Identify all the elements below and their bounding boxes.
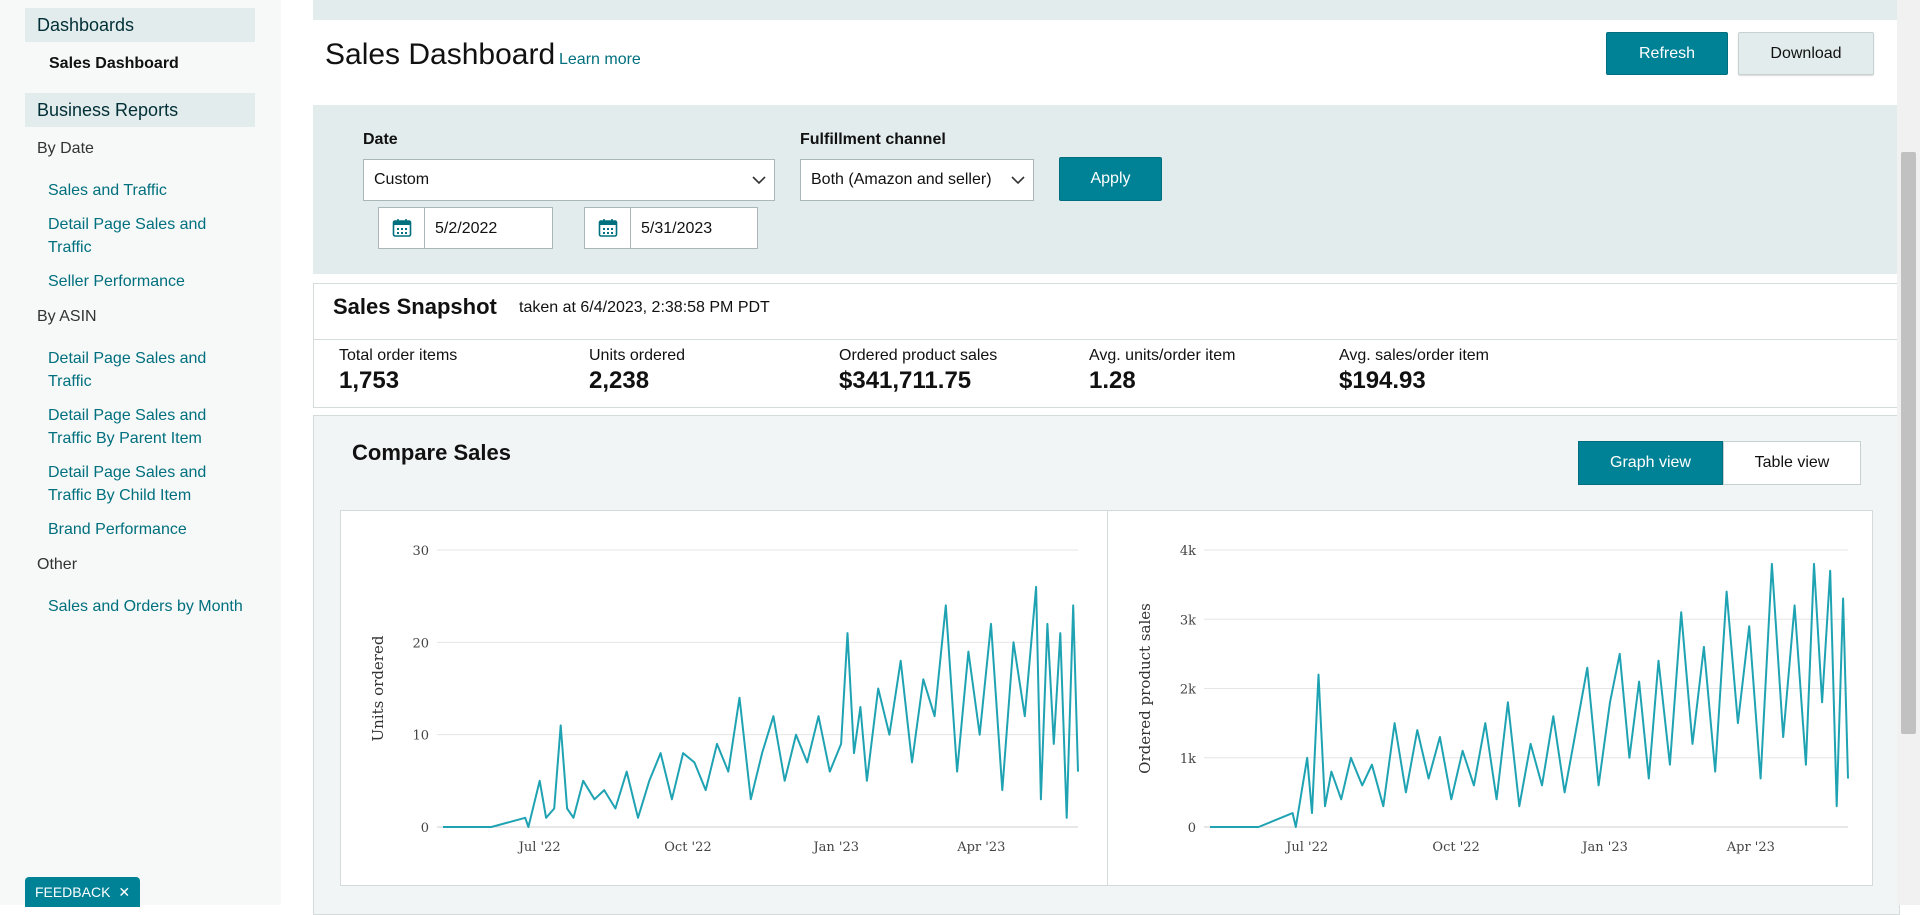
sidebar-link-sales-orders-by-month[interactable]: Sales and Orders by Month: [48, 598, 243, 615]
sidebar-link-asin-by-parent-item[interactable]: Detail Page Sales and Traffic By Parent …: [48, 407, 207, 447]
sidebar-group-by-date: By Date: [37, 140, 94, 157]
start-date-field: [378, 207, 553, 250]
learn-more-link[interactable]: Learn more: [559, 51, 641, 68]
metric-value: $341,711.75: [839, 367, 972, 394]
x-tick-label: Jul '22: [517, 840, 561, 855]
end-date-input[interactable]: [631, 208, 753, 250]
series-line: [443, 585, 1079, 828]
filter-panel: Date Custom Fulfillment channel Both (Am…: [313, 105, 1900, 274]
x-tick-label: Apr '23: [1726, 840, 1775, 855]
sales-snapshot-title: Sales Snapshot: [333, 294, 497, 319]
sidebar-link-asin-detail-page-sales-traffic[interactable]: Detail Page Sales and Traffic: [48, 350, 207, 390]
chevron-down-icon: [1011, 160, 1025, 215]
sidebar-section-business-reports[interactable]: Business Reports: [25, 93, 255, 127]
top-strip: [313, 0, 1900, 20]
fulfillment-channel-label: Fulfillment channel: [800, 131, 946, 148]
charts-container: 0 10 20 30 Jul '22 Oct '22 Jan '23 Apr '23 Units…: [340, 510, 1873, 886]
metric-label: Total order items: [339, 347, 458, 364]
date-label: Date: [363, 131, 398, 148]
feedback-button[interactable]: FEEDBACK ✕: [25, 877, 140, 907]
apply-button[interactable]: Apply: [1059, 157, 1162, 201]
y-tick-label: 4k: [1180, 544, 1196, 559]
metric-value: 1,753: [339, 367, 400, 394]
fulfillment-channel-select[interactable]: Both (Amazon and seller): [800, 159, 1034, 201]
sidebar-link-brand-performance[interactable]: Brand Performance: [48, 521, 187, 538]
y-axis-label: Ordered product sales: [1136, 603, 1154, 774]
x-tick-label: Oct '22: [664, 840, 711, 855]
start-date-input[interactable]: [425, 208, 547, 250]
sidebar-link-sales-and-traffic[interactable]: Sales and Traffic: [48, 182, 167, 199]
metric-label: Ordered product sales: [839, 347, 998, 364]
y-tick-label: 2k: [1180, 683, 1196, 698]
ordered-product-sales-chart: 0 1k 2k 3k 4k Jul '22 Oct '22 Jan '23 Apr '23 Ord…: [1136, 544, 1849, 855]
y-axis-label: Units ordered: [369, 635, 387, 741]
metric-label: Avg. units/order item: [1089, 347, 1236, 364]
end-date-field: [584, 207, 758, 250]
y-tick-label: 30: [412, 544, 429, 559]
sidebar: Dashboards Sales Dashboard Business Repo…: [0, 0, 281, 907]
metric-value: 1.28: [1089, 367, 1136, 394]
chevron-down-icon: [752, 160, 766, 215]
units-ordered-chart: 0 10 20 30 Jul '22 Oct '22 Jan '23 Apr '23 Units…: [369, 544, 1079, 855]
sidebar-link-asin-by-child-item[interactable]: Detail Page Sales and Traffic By Child I…: [48, 464, 207, 504]
y-tick-label: 0: [421, 821, 429, 836]
metric-label: Units ordered: [589, 347, 686, 364]
x-tick-label: Apr '23: [956, 840, 1005, 855]
compare-sales-panel: Compare Sales Graph view Table view 0 10 2…: [313, 415, 1900, 915]
series-line: [1210, 562, 1849, 828]
y-tick-label: 10: [412, 729, 429, 744]
sidebar-group-other: Other: [37, 556, 78, 573]
y-tick-label: 0: [1188, 821, 1196, 836]
sales-snapshot-panel: Sales Snapshot taken at 6/4/2023, 2:38:5…: [313, 283, 1900, 408]
metric-label: Avg. sales/order item: [1339, 347, 1489, 364]
x-tick-label: Jan '23: [1580, 840, 1628, 855]
table-view-button[interactable]: Table view: [1723, 441, 1861, 485]
y-tick-label: 20: [412, 636, 429, 651]
download-button[interactable]: Download: [1738, 32, 1874, 75]
fulfillment-channel-value: Both (Amazon and seller): [811, 171, 992, 188]
chart-divider: [1107, 511, 1108, 885]
refresh-button[interactable]: Refresh: [1606, 32, 1728, 75]
scrollbar-thumb[interactable]: [1901, 152, 1916, 734]
y-tick-label: 1k: [1180, 752, 1196, 767]
metric-value: $194.93: [1339, 367, 1426, 394]
graph-view-button[interactable]: Graph view: [1578, 441, 1723, 485]
y-tick-label: 3k: [1180, 613, 1196, 628]
page-title: Sales Dashboard: [325, 38, 556, 71]
compare-sales-title: Compare Sales: [352, 440, 511, 465]
sidebar-group-by-asin: By ASIN: [37, 308, 97, 325]
close-icon[interactable]: ✕: [118, 884, 131, 900]
date-range-value: Custom: [374, 171, 430, 188]
sales-snapshot-timestamp: taken at 6/4/2023, 2:38:58 PM PDT: [519, 299, 770, 316]
feedback-label: FEEDBACK: [34, 884, 111, 900]
sidebar-item-sales-dashboard[interactable]: Sales Dashboard: [49, 55, 179, 72]
x-tick-label: Jan '23: [811, 840, 859, 855]
calendar-icon[interactable]: [585, 208, 631, 248]
sidebar-link-seller-performance[interactable]: Seller Performance: [48, 273, 185, 290]
sidebar-link-detail-page-sales-traffic[interactable]: Detail Page Sales and Traffic: [48, 216, 207, 256]
scrollbar[interactable]: [1897, 0, 1920, 905]
x-tick-label: Oct '22: [1432, 840, 1479, 855]
date-range-select[interactable]: Custom: [363, 159, 775, 201]
calendar-icon[interactable]: [379, 208, 425, 248]
sidebar-section-dashboards[interactable]: Dashboards: [25, 8, 255, 42]
metric-value: 2,238: [589, 367, 650, 394]
x-tick-label: Jul '22: [1284, 840, 1328, 855]
sales-snapshot-header: Sales Snapshot taken at 6/4/2023, 2:38:5…: [314, 284, 1899, 340]
